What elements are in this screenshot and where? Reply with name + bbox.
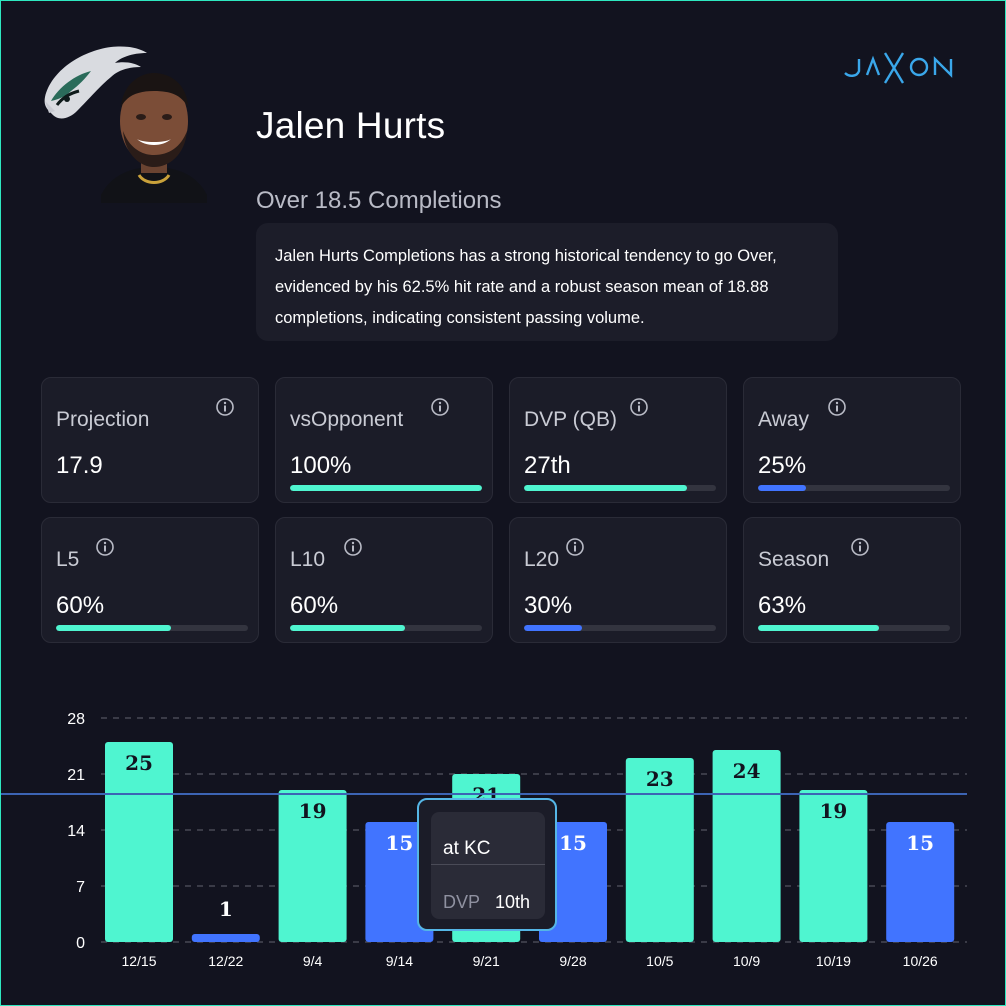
x-tick-label: 9/21 <box>473 953 500 969</box>
bar-value-label: 15 <box>385 831 413 855</box>
y-tick-label: 28 <box>67 711 85 728</box>
bar <box>625 758 694 942</box>
x-tick-label: 12/15 <box>121 953 156 969</box>
stat-progress-track <box>524 485 716 491</box>
bar-value-label: 19 <box>819 799 847 823</box>
x-tick-label: 10/5 <box>646 953 673 969</box>
stat-progress-fill <box>524 485 688 491</box>
bar <box>712 750 781 942</box>
y-tick-label: 14 <box>67 823 85 840</box>
jaxon-logo-icon <box>844 52 953 84</box>
stat-card-dvp-qb: DVP (QB) 27th <box>509 377 727 503</box>
stat-value: 27th <box>524 452 571 479</box>
stat-card-l10: L10 60% <box>275 517 493 643</box>
bar-value-label: 24 <box>733 759 761 783</box>
stat-card-l5: L5 60% <box>41 517 259 643</box>
bar <box>365 822 434 942</box>
stat-label: L10 <box>290 548 326 571</box>
info-icon[interactable] <box>216 398 234 416</box>
bar-value-label: 19 <box>299 799 327 823</box>
game-tooltip: at KC DVP 10th <box>417 798 557 931</box>
stat-value: 30% <box>524 592 573 619</box>
info-icon[interactable] <box>566 538 584 556</box>
stat-progress-fill <box>290 625 406 631</box>
stat-progress-track <box>290 625 482 631</box>
stat-progress-fill <box>56 625 172 631</box>
info-icon[interactable] <box>344 538 362 556</box>
stat-label: Away <box>758 408 809 431</box>
analysis-summary: Jalen Hurts Completions has a strong his… <box>256 223 838 341</box>
bar <box>105 742 173 942</box>
bar <box>191 934 260 942</box>
prop-title: Over 18.5 Completions <box>256 187 502 214</box>
bar-value-label: 25 <box>125 751 153 775</box>
stat-progress-track <box>758 485 950 491</box>
x-tick-label: 10/9 <box>733 953 760 969</box>
tooltip-body: at KC DVP 10th <box>431 812 545 919</box>
stat-value: 100% <box>290 452 352 479</box>
stat-value: 17.9 <box>56 452 103 479</box>
stat-progress-track <box>56 625 248 631</box>
stat-progress-track <box>524 625 716 631</box>
info-icon[interactable] <box>630 398 648 416</box>
bar <box>278 790 347 942</box>
bar-value-label: 15 <box>906 831 934 855</box>
tooltip-dvp-value: 10th <box>495 892 531 912</box>
stat-value: 63% <box>758 592 807 619</box>
bar <box>799 790 868 942</box>
bar-value-label: 1 <box>219 897 233 921</box>
info-icon[interactable] <box>96 538 114 556</box>
stat-card-vsopponent: vsOpponent 100% <box>275 377 493 503</box>
y-tick-label: 0 <box>76 935 85 952</box>
stat-card-l20: L20 30% <box>509 517 727 643</box>
bar <box>886 822 955 942</box>
x-tick-label: 10/26 <box>903 953 938 969</box>
x-tick-label: 9/14 <box>386 953 413 969</box>
stat-progress-fill <box>290 485 482 491</box>
stat-card-projection: Projection 17.9 <box>41 377 259 503</box>
stat-label: Projection <box>56 408 150 431</box>
eagle-logo-icon <box>44 46 148 119</box>
tooltip-divider <box>431 864 545 865</box>
y-tick-label: 21 <box>67 767 85 784</box>
stat-progress-track <box>290 485 482 491</box>
x-tick-label: 9/28 <box>559 953 586 969</box>
tooltip-dvp-label: DVP <box>443 892 481 912</box>
bar-value-label: 15 <box>559 831 587 855</box>
info-icon[interactable] <box>431 398 449 416</box>
y-tick-label: 7 <box>76 879 85 896</box>
stat-progress-fill <box>524 625 582 631</box>
stat-value: 60% <box>56 592 105 619</box>
stat-progress-fill <box>758 485 806 491</box>
info-icon[interactable] <box>851 538 869 556</box>
x-tick-label: 10/19 <box>816 953 851 969</box>
tooltip-opponent: at KC <box>443 838 491 859</box>
x-tick-label: 12/22 <box>208 953 243 969</box>
x-tick-label: 9/4 <box>303 953 323 969</box>
stat-label: vsOpponent <box>290 408 404 431</box>
bar-value-label: 23 <box>646 767 674 791</box>
info-icon[interactable] <box>828 398 846 416</box>
stat-value: 60% <box>290 592 339 619</box>
stat-progress-fill <box>758 625 879 631</box>
stat-card-season: Season 63% <box>743 517 961 643</box>
stat-value: 25% <box>758 452 807 479</box>
stat-card-away: Away 25% <box>743 377 961 503</box>
stat-label: L20 <box>524 548 560 571</box>
stat-label: L5 <box>56 548 80 571</box>
stat-label: DVP (QB) <box>524 408 617 431</box>
stat-label: Season <box>758 548 830 571</box>
player-name: Jalen Hurts <box>256 105 446 146</box>
stat-progress-track <box>758 625 950 631</box>
player-headshot-icon <box>101 73 207 203</box>
